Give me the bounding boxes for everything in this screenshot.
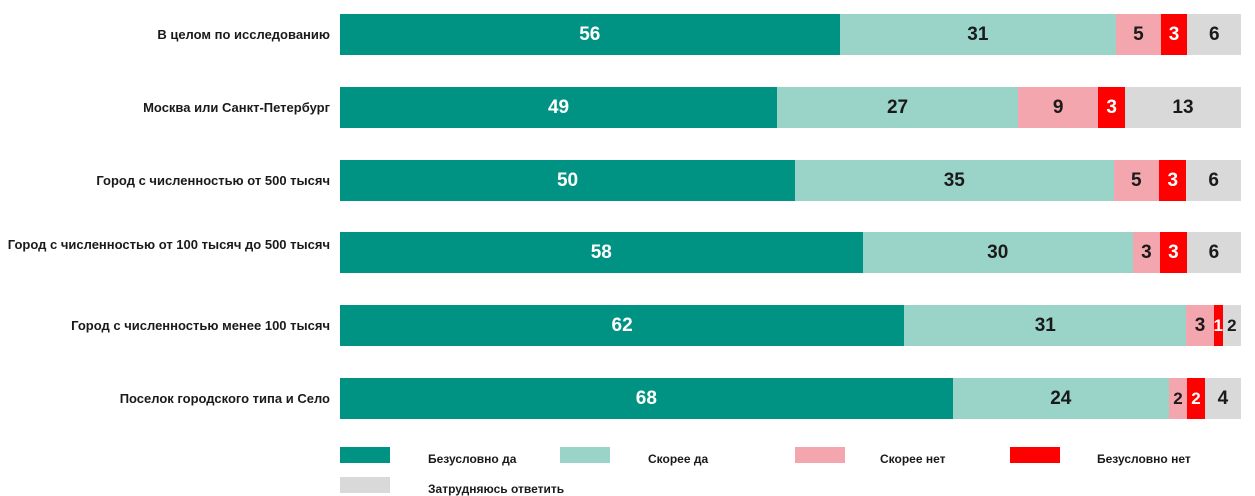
bar-segment (904, 305, 1187, 346)
legend-label: Скорее нет (880, 452, 946, 466)
data-label: 6 (1208, 170, 1219, 191)
bar-segment (862, 232, 1133, 273)
bar-row: 62 31 3 1 2 (340, 305, 1241, 346)
bar-segment (1160, 14, 1188, 55)
data-label: 4 (1217, 388, 1229, 409)
bar-segment (1159, 232, 1187, 273)
bar-segment (1116, 14, 1161, 55)
category-label: В целом по исследованию (157, 27, 330, 42)
bar-segment (340, 305, 905, 346)
data-label: 1 (1213, 316, 1223, 335)
bar-segment (952, 378, 1169, 419)
bar-segment (1098, 87, 1126, 128)
category-label: Москва или Санкт-Петербург (143, 100, 330, 115)
category-label: Город с численностью от 100 тысяч до 500… (7, 236, 330, 252)
data-label: 30 (987, 242, 1009, 263)
bar-segment (1186, 305, 1214, 346)
bar-segment (1186, 160, 1241, 201)
data-label: 9 (1052, 97, 1064, 118)
bar-segment (1213, 305, 1223, 346)
bar-segment (1125, 87, 1241, 128)
bar-row: 58 30 3 3 6 (340, 232, 1241, 273)
bar-segment (777, 87, 1018, 128)
data-label: 5 (1133, 24, 1144, 45)
data-label: 3 (1106, 97, 1117, 118)
data-label: 50 (556, 170, 579, 191)
bar-row: 68 24 2 2 4 (340, 378, 1241, 419)
bar-segment (340, 14, 840, 55)
bar-row: 56 31 5 3 6 (340, 14, 1241, 55)
data-label: 49 (547, 97, 570, 118)
bar-segment (340, 160, 796, 201)
data-label: 2 (1227, 316, 1237, 335)
bar-segment (1222, 305, 1241, 346)
category-label: Поселок городского типа и Село (119, 391, 330, 406)
bar-segment (1186, 378, 1205, 419)
data-label: 6 (1208, 24, 1220, 45)
data-label: 3 (1168, 24, 1180, 45)
bar-segment (795, 160, 1114, 201)
legend-label: Безусловно да (428, 452, 517, 466)
legend-swatch (1010, 447, 1060, 463)
bar-segment (1113, 160, 1160, 201)
legend-swatch (340, 477, 390, 493)
bar-segment (1159, 160, 1187, 201)
bar-segment (340, 87, 778, 128)
data-label: 68 (635, 388, 657, 409)
legend-label: Затрудняюсь ответить (428, 482, 565, 496)
legend-label: Безусловно нет (1097, 452, 1191, 466)
data-label: 35 (943, 170, 965, 191)
bar-segment (1187, 14, 1241, 55)
data-label: 2 (1173, 389, 1183, 408)
bar-row: 49 27 9 3 13 (340, 87, 1241, 128)
data-label: 58 (590, 242, 612, 263)
data-label: 3 (1167, 170, 1179, 191)
bar-segment (1017, 87, 1099, 128)
data-label: 62 (611, 315, 633, 336)
data-label: 2 (1191, 389, 1201, 408)
data-label: 3 (1194, 315, 1206, 336)
legend-swatch (340, 447, 390, 463)
data-label: 31 (967, 24, 989, 45)
bar-segment (1168, 378, 1187, 419)
bar-segment (1204, 378, 1241, 419)
data-label: 24 (1050, 388, 1072, 409)
data-label: 13 (1172, 97, 1194, 118)
bar-segment (340, 232, 863, 273)
bar-row: 50 35 5 3 6 (340, 160, 1241, 201)
data-label: 6 (1208, 242, 1220, 263)
data-label: 3 (1168, 242, 1179, 263)
data-label: 3 (1141, 242, 1152, 263)
bar-segment (1186, 232, 1241, 273)
bar-segment (340, 378, 953, 419)
data-label: 27 (886, 97, 909, 118)
bar-segment (1132, 232, 1160, 273)
legend-label: Скорее да (648, 452, 709, 466)
data-label: 31 (1034, 315, 1056, 336)
bar-segment (839, 14, 1117, 55)
data-label: 56 (579, 24, 601, 45)
legend-swatch (795, 447, 845, 463)
legend-swatch (560, 447, 610, 463)
data-label: 5 (1131, 170, 1142, 191)
category-label: Город с численностью от 500 тысяч (96, 173, 330, 188)
category-label: Город с численностью менее 100 тысяч (71, 318, 330, 333)
